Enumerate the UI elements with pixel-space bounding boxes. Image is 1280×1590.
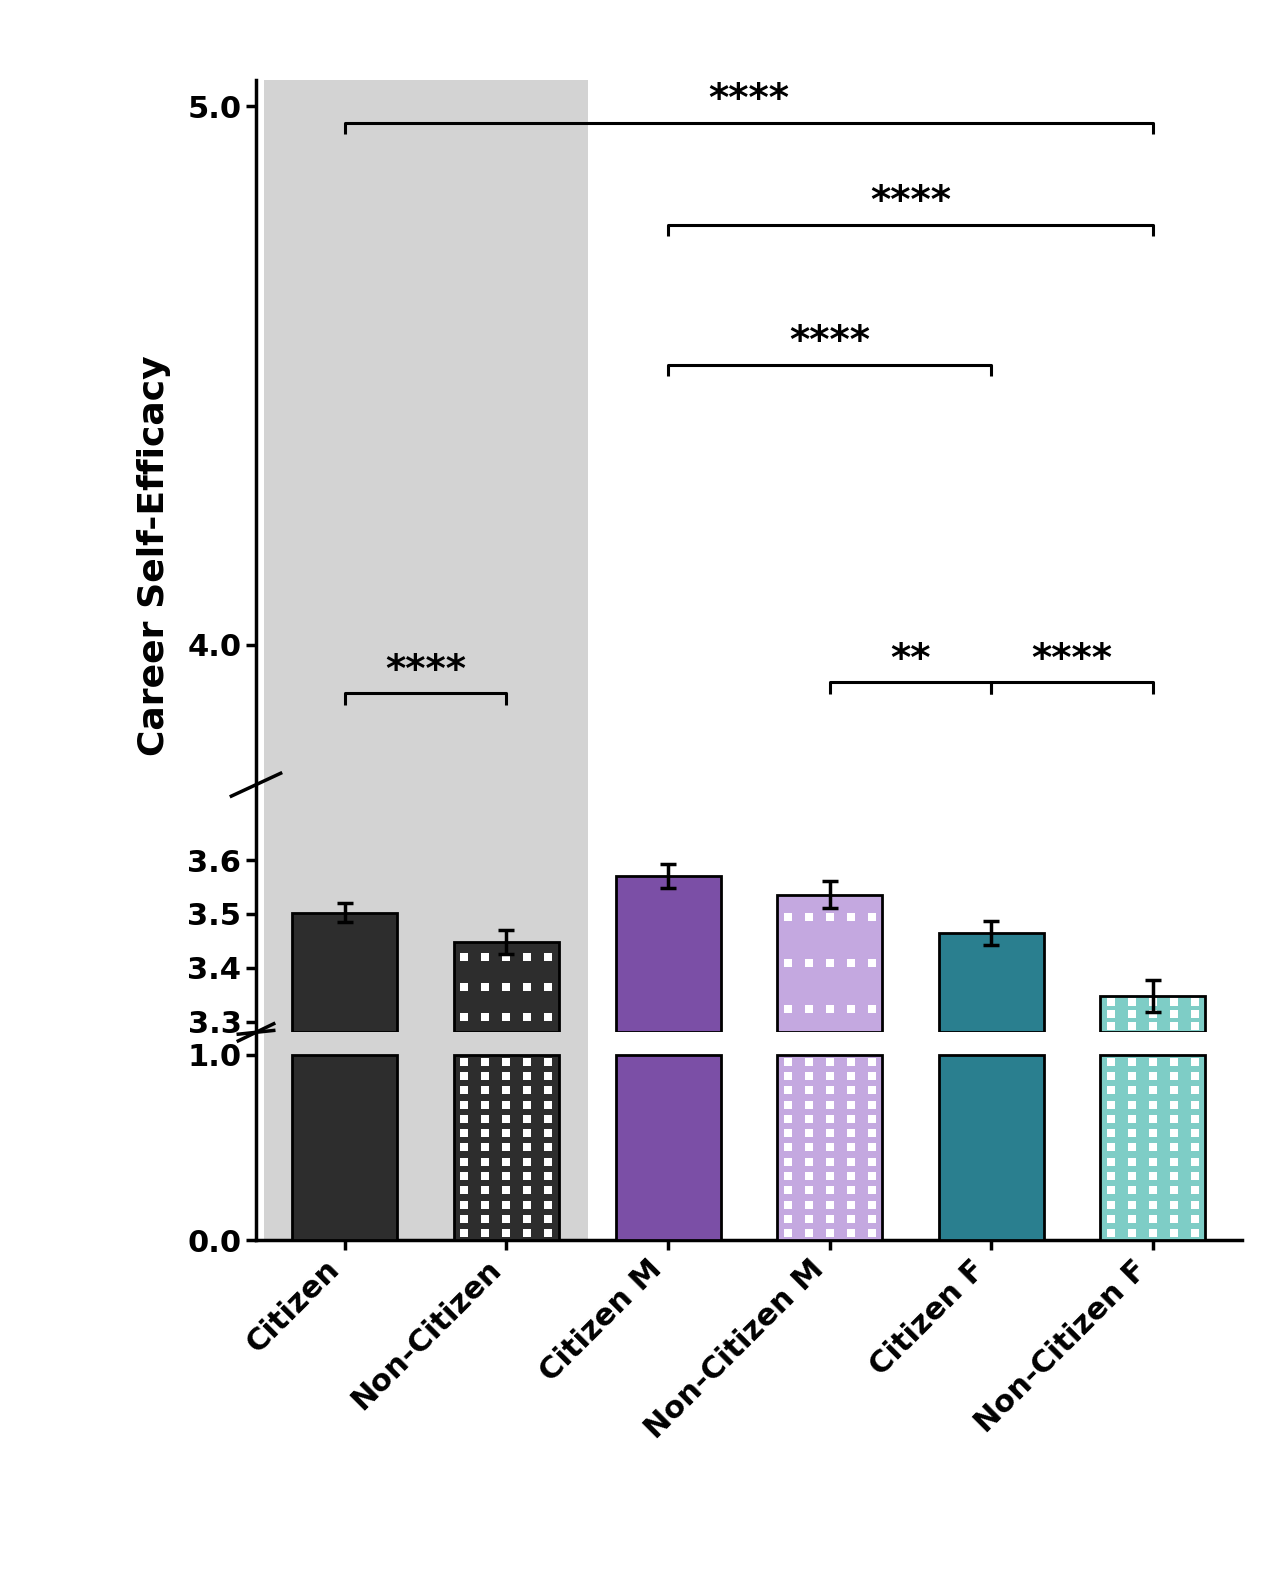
Bar [292,1054,397,1240]
Y-axis label: Career Self-Efficacy: Career Self-Efficacy [137,356,170,757]
Bar [264,1022,588,1240]
Text: **: ** [890,641,931,679]
Text: ****: **** [870,183,951,221]
Bar [454,1054,559,1240]
Text: ****: **** [708,81,790,119]
Bar [777,1054,882,1240]
Bar [616,1054,721,1240]
Text: ****: **** [788,323,870,361]
Text: ****: **** [1032,641,1112,679]
Bar [292,913,397,1032]
Bar [264,80,588,1032]
Bar [777,895,882,1032]
Bar [938,1054,1043,1240]
Bar [616,876,721,1032]
Text: ****: **** [385,652,466,690]
Bar [1101,995,1206,1032]
Bar [938,933,1043,1032]
Bar [1101,1054,1206,1240]
Bar [454,941,559,1032]
